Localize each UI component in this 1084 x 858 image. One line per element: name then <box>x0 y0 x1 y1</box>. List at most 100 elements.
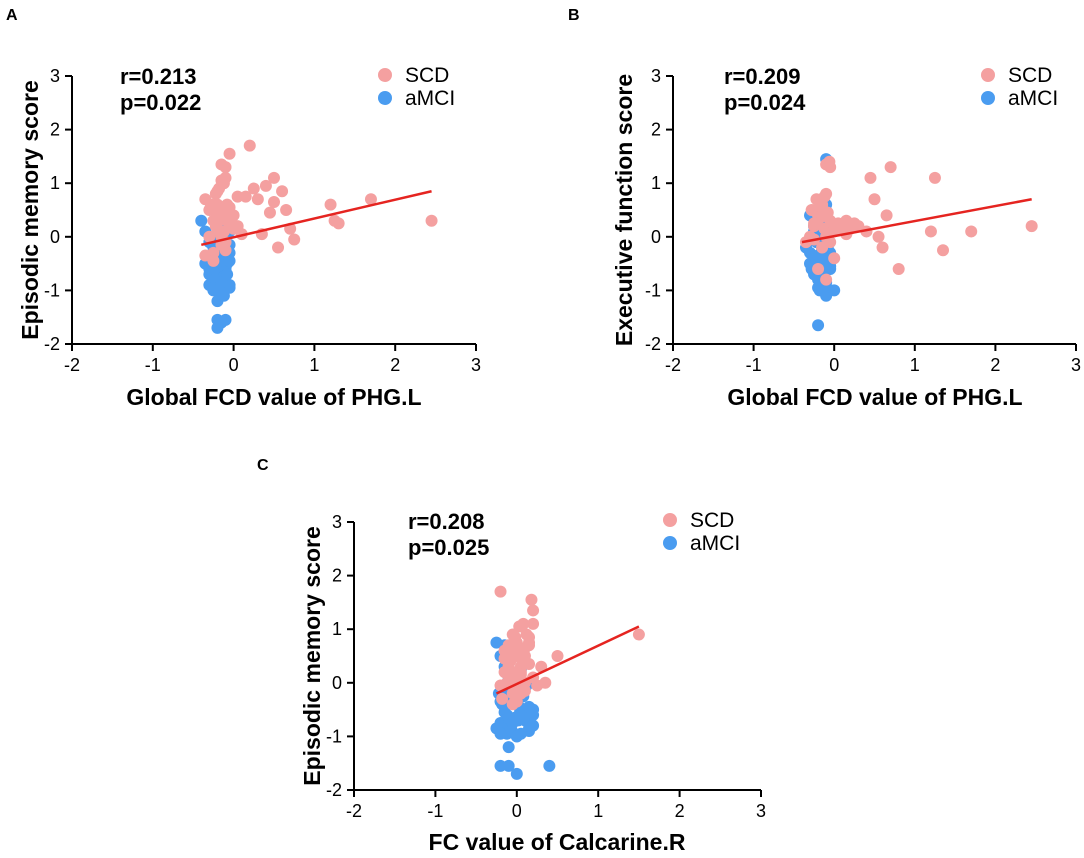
point-amci <box>543 759 556 772</box>
x-tick-label: -2 <box>665 355 681 375</box>
point-amci <box>211 321 224 334</box>
x-axis-title: Global FCD value of PHG.L <box>126 384 421 410</box>
point-amci <box>502 741 515 754</box>
x-tick-label: 0 <box>512 801 522 821</box>
point-scd <box>268 171 280 184</box>
x-tick-label: 3 <box>756 801 766 821</box>
stat-p: p=0.025 <box>408 535 489 560</box>
point-scd <box>215 158 228 171</box>
point-scd <box>219 244 232 257</box>
panel-c-plot-area: -2 -1 0 1 2 3 -2 -1 0 1 2 3 <box>326 512 766 821</box>
legend-label-scd: SCD <box>405 64 449 87</box>
point-scd <box>259 179 272 192</box>
stat-r: r=0.209 <box>724 64 800 89</box>
point-scd <box>872 230 885 243</box>
y-tick-label: -2 <box>44 334 60 354</box>
x-tick-label: -1 <box>427 801 443 821</box>
scatter-points <box>799 153 1038 332</box>
legend-label-scd: SCD <box>1008 64 1052 87</box>
point-amci <box>523 700 536 713</box>
point-scd <box>498 652 511 665</box>
point-amci <box>828 284 841 297</box>
stat-p: p=0.022 <box>120 90 201 115</box>
legend: SCD aMCI <box>663 509 740 555</box>
y-axis-title: Episodic memory score <box>17 80 43 340</box>
x-tick-label: -2 <box>346 801 362 821</box>
x-tick-label: 3 <box>1071 355 1081 375</box>
point-scd <box>280 204 293 216</box>
point-scd <box>884 161 897 174</box>
x-ticks: -2 -1 0 1 2 3 <box>346 790 766 821</box>
point-scd <box>812 262 825 275</box>
x-axis-title: Global FCD value of PHG.L <box>727 384 1022 410</box>
panel-label-b: B <box>568 7 580 24</box>
y-tick-label: 0 <box>50 227 60 247</box>
point-scd <box>539 676 552 689</box>
y-tick-label: 2 <box>50 120 60 140</box>
point-scd <box>251 193 264 206</box>
panel-a: A -2 -1 0 1 2 3 -2 -1 0 1 2 3 Global FCD value of … <box>6 7 481 410</box>
point-scd <box>263 206 276 219</box>
point-scd <box>632 628 645 641</box>
point-scd <box>510 666 523 679</box>
panel-a-plot-area: -2 -1 0 1 2 3 -2 -1 0 1 2 3 <box>44 66 481 375</box>
point-amci <box>195 214 208 227</box>
point-scd <box>494 585 507 598</box>
legend-label-amci: aMCI <box>405 87 455 110</box>
point-scd <box>824 161 837 174</box>
y-tick-label: -1 <box>44 280 60 300</box>
point-scd <box>496 692 509 705</box>
y-tick-label: 3 <box>332 512 342 532</box>
y-tick-label: -1 <box>645 280 661 300</box>
point-scd <box>820 273 833 286</box>
legend-label-scd: SCD <box>690 509 734 532</box>
y-tick-label: 1 <box>50 173 60 193</box>
y-axis-title: Episodic memory score <box>299 526 325 786</box>
x-tick-label: 3 <box>471 355 481 375</box>
point-scd <box>510 636 523 649</box>
y-ticks: -2 -1 0 1 2 3 <box>326 512 354 800</box>
point-scd <box>868 193 881 206</box>
point-scd <box>525 593 538 606</box>
point-scd <box>816 201 829 214</box>
panel-b: B -2 -1 0 1 2 3 -2 -1 0 1 2 3 Global FCD value of … <box>568 7 1081 410</box>
point-amci <box>219 313 232 326</box>
point-scd <box>364 193 377 206</box>
legend: SCD aMCI <box>378 64 455 110</box>
legend-swatch-amci <box>378 91 392 105</box>
y-tick-label: 1 <box>651 173 661 193</box>
point-scd <box>231 190 244 203</box>
point-scd <box>824 236 837 249</box>
point-scd <box>808 217 821 230</box>
y-ticks: -2 -1 0 1 2 3 <box>44 66 72 354</box>
point-scd <box>324 198 337 211</box>
x-tick-label: 2 <box>990 355 1000 375</box>
x-tick-label: 0 <box>829 355 839 375</box>
scatter-points <box>490 585 645 780</box>
x-tick-label: -1 <box>746 355 762 375</box>
x-tick-label: 0 <box>229 355 239 375</box>
y-tick-label: 2 <box>651 120 661 140</box>
point-scd <box>527 604 540 617</box>
x-tick-label: -1 <box>145 355 161 375</box>
y-tick-label: 0 <box>332 673 342 693</box>
legend-swatch-scd <box>981 68 995 82</box>
point-scd <box>223 201 236 214</box>
x-tick-label: 2 <box>390 355 400 375</box>
y-tick-label: 3 <box>50 66 60 86</box>
x-tick-label: -2 <box>64 355 80 375</box>
legend: SCD aMCI <box>981 64 1058 110</box>
point-scd <box>876 241 889 254</box>
point-scd <box>928 171 941 184</box>
point-scd <box>243 139 256 152</box>
point-scd <box>517 617 530 630</box>
y-tick-label: 1 <box>332 619 342 639</box>
y-tick-label: -1 <box>326 726 342 746</box>
stat-r: r=0.208 <box>408 509 484 534</box>
legend-swatch-scd <box>378 68 392 82</box>
legend-label-amci: aMCI <box>690 532 740 555</box>
point-scd <box>551 650 564 662</box>
point-scd <box>880 209 893 222</box>
point-scd <box>937 244 950 257</box>
